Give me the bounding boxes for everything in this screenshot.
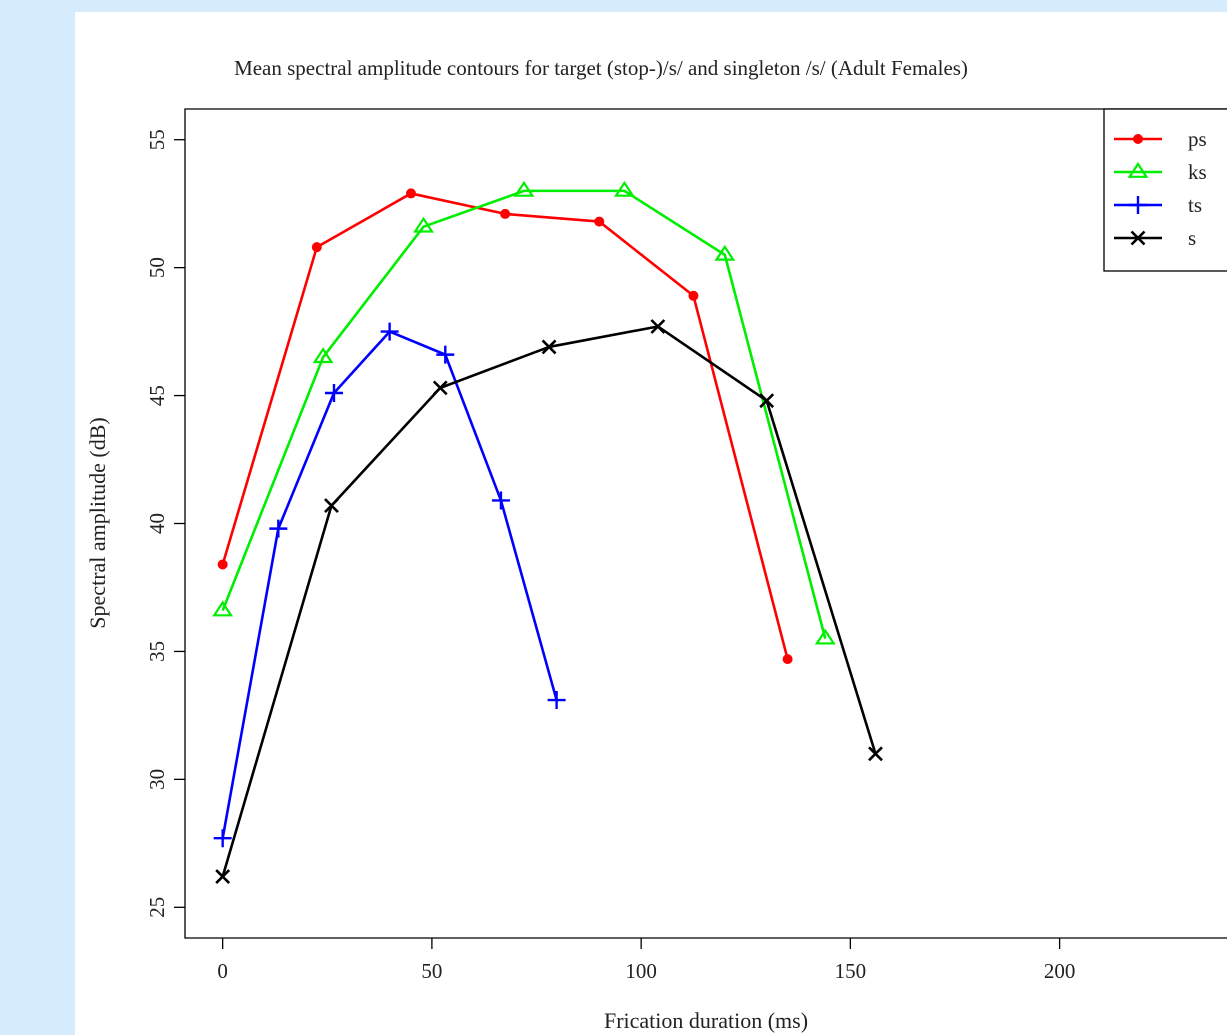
- legend-item-s: s: [1114, 226, 1196, 250]
- x-tick-label: 50: [421, 959, 442, 983]
- x-tick-label: 100: [625, 959, 657, 983]
- data-point-ps: [594, 216, 605, 227]
- legend-marker-ks: [1127, 161, 1149, 178]
- data-point-s: [432, 380, 448, 396]
- legend-item-ks: ks: [1114, 160, 1207, 184]
- legend-marker-ps: [1133, 134, 1143, 144]
- y-tick-label: 50: [145, 257, 169, 278]
- data-point-ps: [217, 559, 228, 570]
- y-tick-label: 30: [145, 769, 169, 790]
- data-point-ts: [380, 322, 399, 341]
- x-axis-label: Frication duration (ms): [604, 1008, 808, 1033]
- data-point-ts: [436, 345, 455, 364]
- data-point-ks: [212, 600, 234, 617]
- data-point-ts: [213, 829, 232, 848]
- legend-label-ps: ps: [1188, 127, 1207, 151]
- data-point-ps: [782, 654, 793, 665]
- series-ps: [217, 188, 793, 665]
- y-tick-label: 45: [145, 385, 169, 406]
- series-line-ks: [221, 189, 827, 639]
- data-point-ks: [714, 244, 736, 261]
- data-point-ps: [688, 290, 699, 301]
- data-point-ps: [405, 188, 416, 199]
- data-point-s: [324, 498, 339, 514]
- data-point-s: [541, 339, 557, 355]
- data-point-s: [868, 746, 883, 762]
- data-point-ks: [814, 628, 836, 645]
- legend-label-ks: ks: [1188, 160, 1207, 184]
- legend-marker-ts: [1129, 196, 1147, 214]
- data-point-ks: [312, 347, 334, 364]
- legend-label-s: s: [1188, 226, 1196, 250]
- data-point-ts: [269, 519, 288, 538]
- data-point-s: [215, 869, 231, 885]
- data-point-ts: [324, 384, 343, 403]
- y-tick-label: 55: [145, 129, 169, 150]
- legend: ps ks ts s: [1103, 108, 1227, 272]
- data-point-ks: [613, 180, 635, 197]
- data-point-ts: [547, 691, 566, 710]
- series-s: [215, 319, 883, 885]
- series-line-ts: [221, 330, 558, 839]
- data-point-ps: [311, 242, 322, 253]
- legend-box: [1103, 108, 1227, 272]
- legend-item-ps: ps: [1114, 127, 1207, 151]
- chart: Mean spectral amplitude contours for tar…: [85, 56, 1227, 1033]
- x-tick-label: 150: [835, 959, 867, 983]
- x-tick-label: 0: [217, 959, 228, 983]
- y-tick-label: 40: [145, 513, 169, 534]
- data-point-ps: [500, 208, 511, 219]
- plot-panel: Mean spectral amplitude contours for tar…: [75, 12, 1227, 1035]
- y-tick-label: 35: [145, 641, 169, 662]
- data-point-ts: [491, 491, 510, 510]
- data-point-ks: [413, 216, 434, 233]
- series-ts: [213, 322, 566, 848]
- data-point-ks: [513, 180, 535, 197]
- legend-item-ts: ts: [1114, 193, 1202, 217]
- chart-title: Mean spectral amplitude contours for tar…: [234, 56, 968, 80]
- series-ks: [212, 180, 836, 645]
- data-point-s: [650, 319, 666, 334]
- series-line-s: [221, 325, 877, 877]
- data-point-s: [759, 393, 775, 409]
- y-tick-label: 25: [145, 897, 169, 918]
- x-tick-label: 200: [1044, 959, 1076, 983]
- legend-marker-s: [1130, 230, 1146, 246]
- legend-label-ts: ts: [1188, 193, 1202, 217]
- y-axis-label: Spectral amplitude (dB): [85, 417, 110, 628]
